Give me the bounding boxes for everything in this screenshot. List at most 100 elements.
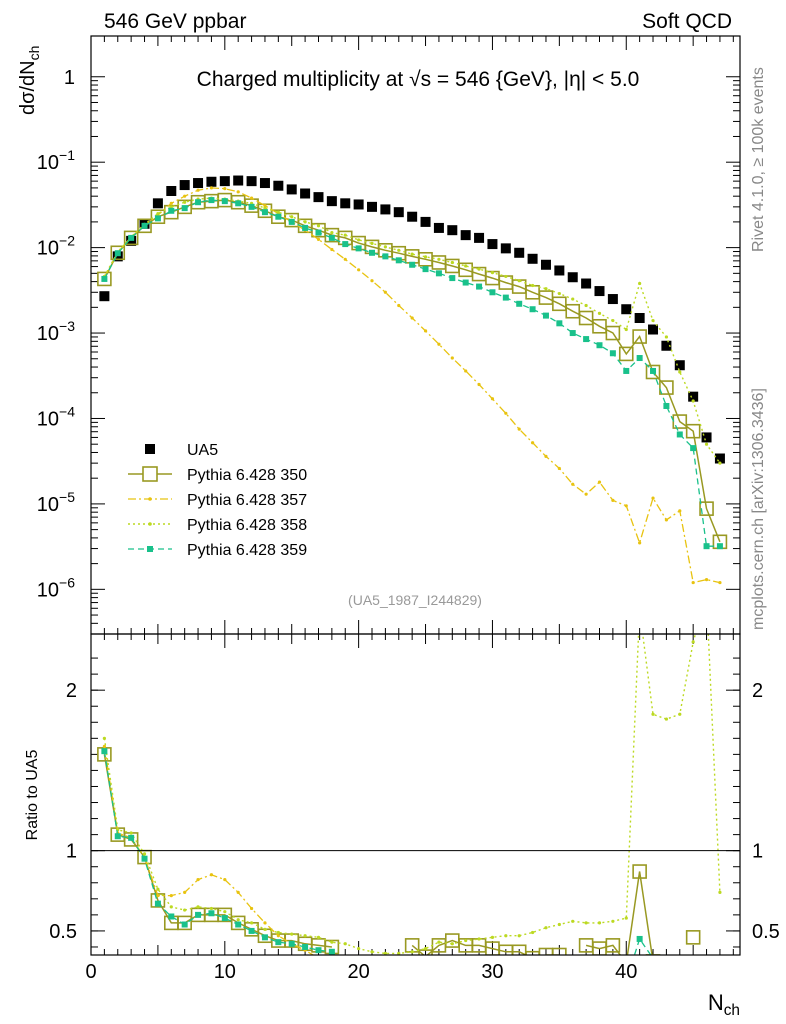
data-point (581, 278, 592, 289)
series-line (103, 634, 721, 955)
data-point (166, 185, 177, 196)
data-point (223, 910, 227, 914)
data-point (624, 504, 628, 508)
data-point (609, 350, 616, 357)
data-point (584, 921, 588, 925)
data-point (557, 466, 561, 471)
data-point (382, 963, 388, 969)
series-line (103, 746, 315, 955)
data-point (605, 938, 621, 953)
data-point (315, 229, 322, 236)
data-point (596, 971, 602, 977)
data-point (114, 833, 121, 840)
data-point (316, 935, 321, 939)
data-point (141, 222, 148, 229)
data-point (423, 963, 429, 969)
data-point (594, 286, 605, 297)
data-point (169, 205, 173, 209)
data-point (288, 940, 295, 947)
data-point (714, 453, 725, 464)
data-point (525, 950, 540, 955)
data-point (423, 329, 428, 333)
data-point (236, 190, 240, 194)
series-line (104, 754, 693, 963)
data-point (286, 184, 297, 195)
data-point (699, 501, 714, 516)
data-point (340, 198, 351, 209)
data-point (409, 965, 415, 971)
data-point (583, 973, 589, 979)
main-series (97, 175, 728, 585)
data-point (246, 176, 257, 187)
data-point (330, 247, 334, 252)
data-point (236, 918, 240, 922)
ratio-ytick-label: 1 (66, 841, 77, 863)
data-point (624, 916, 628, 920)
data-point (664, 518, 669, 522)
legend-label: Pythia 6.428 358 (187, 517, 307, 534)
data-point (303, 220, 307, 224)
data-point (648, 324, 659, 335)
data-point (634, 313, 645, 324)
data-point (611, 318, 615, 323)
data-point (664, 335, 669, 339)
data-point (685, 930, 701, 945)
data-point (177, 915, 192, 931)
legend-item-py359: Pythia 6.428 359 (128, 542, 307, 559)
data-point (223, 877, 227, 882)
data-point (248, 927, 255, 934)
data-point (474, 232, 485, 243)
main-y-axis-label-sub: ch (26, 46, 42, 61)
data-point (542, 312, 549, 319)
data-point (663, 402, 670, 409)
data-point (196, 188, 200, 192)
data-point (370, 241, 374, 246)
data-point (290, 932, 294, 936)
data-point (476, 283, 483, 290)
main-axis-ticks: 10−6 10−5 10−4 10−3 10−2 10−1 1 (37, 36, 740, 635)
ratio-series (97, 634, 722, 979)
data-point (437, 257, 441, 261)
data-point (303, 934, 307, 938)
data-point (302, 943, 309, 950)
side-label-top: Rivet 4.1.0, ≥ 100k events (750, 67, 767, 252)
data-point (632, 864, 647, 879)
data-point (313, 192, 324, 203)
main-y-axis-label: dσ/dNch (17, 46, 42, 115)
data-point (141, 855, 148, 862)
data-point (437, 342, 441, 346)
series-pythia-6.428-359 (101, 197, 723, 550)
data-point (152, 198, 163, 209)
data-point (276, 930, 280, 935)
data-point (123, 230, 139, 246)
data-point (517, 279, 521, 283)
data-point (343, 257, 347, 261)
data-point (477, 937, 481, 941)
data-point (302, 224, 309, 231)
series-ua5 (99, 175, 725, 464)
data-point (343, 233, 347, 237)
data-point (407, 211, 418, 222)
data-point (464, 369, 468, 373)
data-point (659, 380, 674, 395)
ratio-axis-ticks: 0 10 20 30 40 0.5 0.5 1 1 2 2 (49, 634, 780, 983)
data-point (554, 265, 565, 276)
data-point (397, 248, 401, 252)
data-point (605, 325, 621, 341)
main-ytick-label: 10−2 (37, 233, 75, 260)
data-point (490, 397, 495, 401)
ratio-xtick-label: 30 (481, 961, 503, 983)
data-point (527, 253, 538, 264)
data-point (571, 297, 575, 301)
data-point (383, 290, 387, 294)
data-point (487, 239, 498, 250)
data-point (517, 427, 521, 431)
legend-label: Pythia 6.428 359 (187, 542, 307, 559)
data-point (691, 580, 695, 585)
reference-label: (UA5_1987_I244829) (348, 592, 482, 608)
data-point (489, 289, 496, 296)
data-point (169, 905, 173, 909)
data-point (504, 411, 508, 415)
data-point (597, 311, 602, 315)
data-point (517, 934, 521, 938)
